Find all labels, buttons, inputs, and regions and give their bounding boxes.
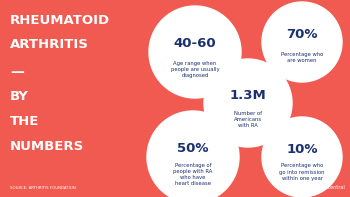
- Ellipse shape: [262, 117, 342, 197]
- Ellipse shape: [149, 6, 241, 98]
- Text: 10%: 10%: [286, 143, 318, 156]
- Text: —: —: [10, 65, 24, 79]
- Text: Number of
Americans
with RA: Number of Americans with RA: [234, 111, 262, 128]
- Text: Percentage of
people with RA
who have
heart disease: Percentage of people with RA who have he…: [173, 163, 213, 186]
- Text: Percentage who
are women: Percentage who are women: [281, 52, 323, 63]
- Text: ARTHRITIS: ARTHRITIS: [10, 38, 89, 51]
- Text: SOURCE: ARTHRITIS FOUNDATION: SOURCE: ARTHRITIS FOUNDATION: [10, 186, 76, 190]
- Text: ♥ healthcentral: ♥ healthcentral: [306, 185, 345, 190]
- Text: 50%: 50%: [177, 142, 209, 155]
- Text: NUMBERS: NUMBERS: [10, 140, 84, 153]
- Text: Age range when
people are usually
diagnosed: Age range when people are usually diagno…: [171, 61, 219, 78]
- Text: 70%: 70%: [286, 28, 318, 41]
- Text: BY: BY: [10, 90, 29, 103]
- Text: 1.3M: 1.3M: [230, 89, 266, 102]
- Text: RHEUMATOID: RHEUMATOID: [10, 14, 110, 27]
- Ellipse shape: [204, 59, 292, 147]
- Text: 40-60: 40-60: [174, 37, 216, 50]
- Text: THE: THE: [10, 115, 39, 128]
- Text: Percentage who
go into remission
within one year: Percentage who go into remission within …: [279, 164, 325, 181]
- Ellipse shape: [147, 111, 239, 197]
- Ellipse shape: [262, 2, 342, 82]
